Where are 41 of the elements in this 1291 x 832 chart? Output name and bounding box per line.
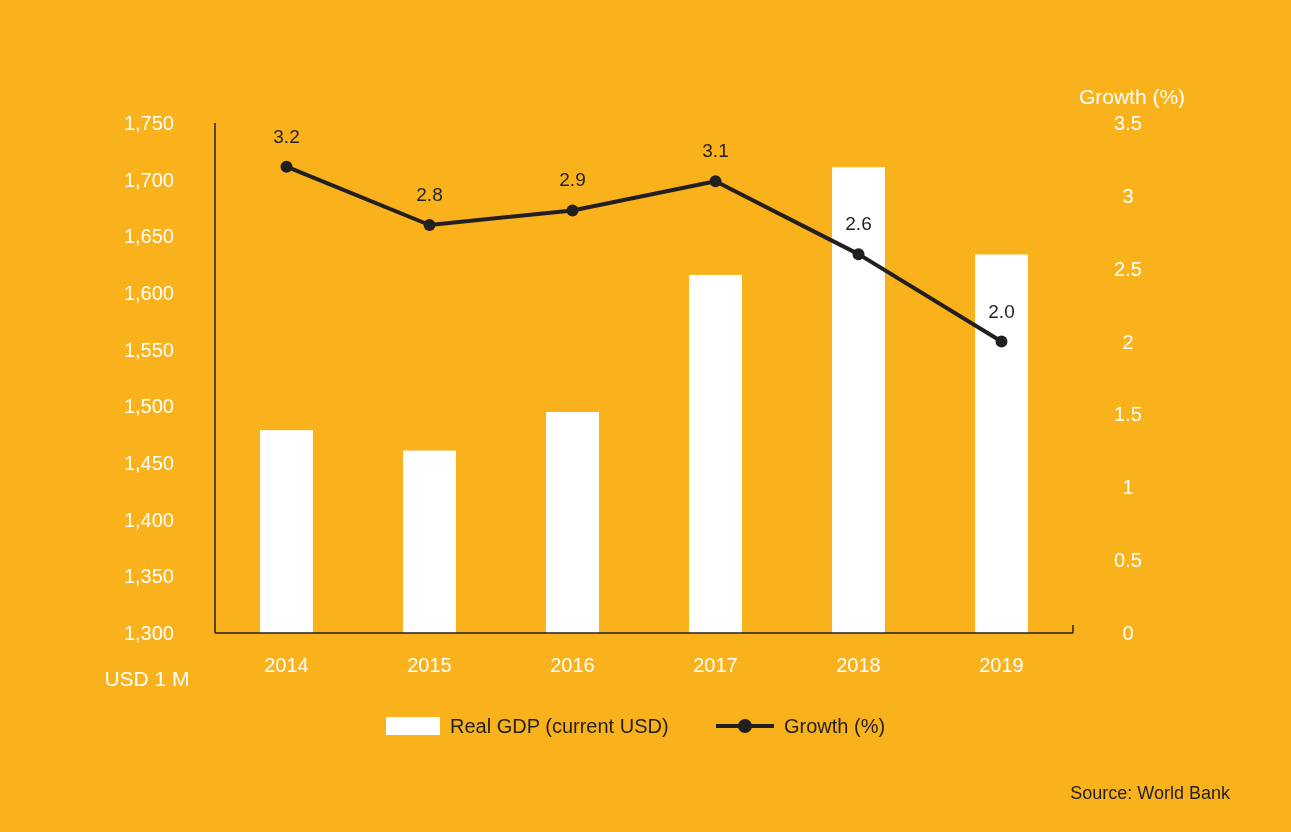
y-axis-title: USD 1 M <box>104 667 190 690</box>
y-tick-label: 1,350 <box>123 565 174 588</box>
y-tick-label: 1,600 <box>123 282 174 304</box>
data-label: 2.6 <box>845 213 872 235</box>
y2-tick-label: 0 <box>1122 622 1134 644</box>
y2-tick-label: 3 <box>1122 184 1134 207</box>
x-tick-label: 2016 <box>550 654 595 676</box>
y2-tick-label: 3.5 <box>1114 112 1142 134</box>
legend-label: Real GDP (current USD) <box>450 715 669 737</box>
y-tick-label: 1,650 <box>123 225 174 248</box>
data-label: 2.8 <box>416 184 443 205</box>
point <box>280 160 293 173</box>
legend-label: Growth (%) <box>784 715 886 737</box>
x-tick-label: 2018 <box>836 654 881 676</box>
data-label: 2.0 <box>988 300 1015 322</box>
x-tick-label: 2015 <box>407 654 452 676</box>
point <box>423 219 436 231</box>
y2-tick-label: 2 <box>1122 330 1134 353</box>
y-tick-label: 1,450 <box>123 452 174 474</box>
data-label: 2.9 <box>559 169 586 191</box>
point <box>566 204 579 217</box>
y2-axis-title: Growth (%) <box>1078 85 1186 108</box>
point <box>995 335 1008 348</box>
y-tick-label: 1,700 <box>123 168 174 191</box>
y2-tick-label: 1.5 <box>1114 403 1142 426</box>
point <box>852 248 865 261</box>
data-label: 3.1 <box>702 140 729 162</box>
y2-tick-label: 0.5 <box>1114 549 1142 572</box>
data-label: 3.2 <box>273 125 300 147</box>
source-note: Source: World Bank <box>1070 783 1231 803</box>
x-tick-label: 2019 <box>979 654 1024 676</box>
x-tick-label: 2014 <box>264 654 309 676</box>
y-tick-label: 1,300 <box>123 622 174 644</box>
y-tick-label: 1,550 <box>123 338 174 361</box>
y-tick-label: 1,750 <box>123 112 174 134</box>
y2-tick-label: 1 <box>1122 476 1134 499</box>
y2-tick-label: 2.5 <box>1114 257 1142 280</box>
point <box>709 175 722 188</box>
y-tick-label: 1,500 <box>123 395 174 418</box>
y-tick-label: 1,400 <box>123 508 174 531</box>
x-tick-label: 2017 <box>693 654 738 676</box>
